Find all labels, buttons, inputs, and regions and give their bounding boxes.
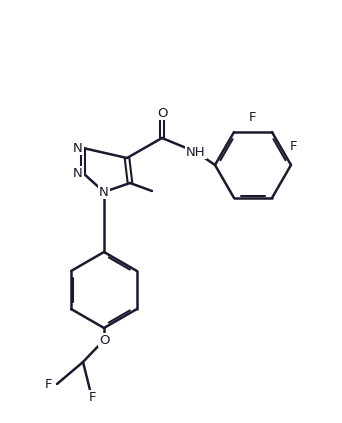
Text: N: N xyxy=(73,167,83,179)
Text: F: F xyxy=(290,140,298,153)
Text: N: N xyxy=(99,186,109,198)
Text: O: O xyxy=(157,107,167,120)
Text: F: F xyxy=(88,390,96,404)
Text: O: O xyxy=(99,333,109,346)
Text: NH: NH xyxy=(186,146,206,159)
Text: F: F xyxy=(249,110,257,124)
Text: N: N xyxy=(73,142,83,154)
Text: F: F xyxy=(44,377,52,390)
